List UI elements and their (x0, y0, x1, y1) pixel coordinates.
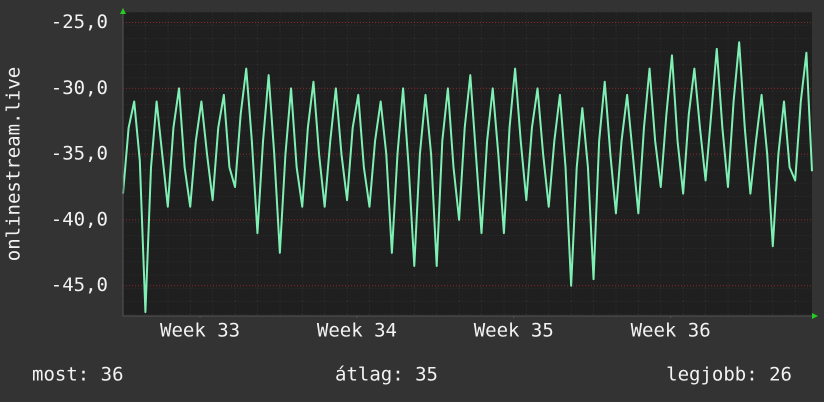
x-tick-label: Week 35 (474, 320, 554, 342)
footer-average: átlag: 35 (335, 364, 438, 386)
x-arrow (812, 313, 818, 319)
minor-grid (123, 12, 812, 316)
y-tick-label: -40,0 (51, 208, 108, 230)
footer-current: most: 36 (32, 364, 124, 386)
y-tick-label: -30,0 (51, 77, 108, 99)
y-tick-label: -35,0 (51, 143, 108, 165)
data-line (122, 41, 813, 314)
y-tick-label: -45,0 (51, 274, 108, 296)
x-tick-label: Week 36 (631, 320, 711, 342)
footer-best: legjobb: 26 (666, 364, 792, 386)
y-arrow (120, 8, 126, 14)
y-tick-label: -25,0 (51, 11, 108, 33)
plot (122, 22, 813, 318)
y-axis-label: onlinestream.live (3, 67, 25, 261)
x-tick-label: Week 33 (160, 320, 240, 342)
x-tick-label: Week 34 (317, 320, 397, 342)
